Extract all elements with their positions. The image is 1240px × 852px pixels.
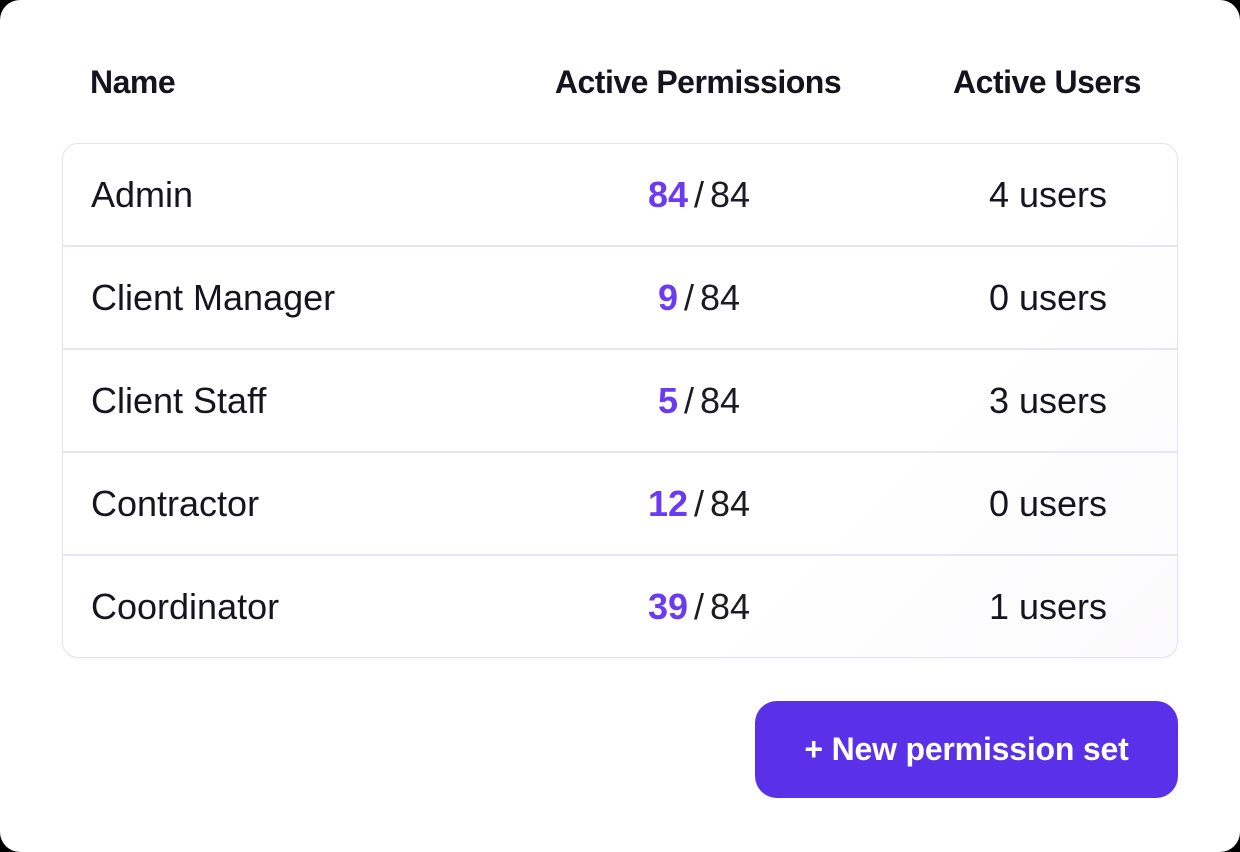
table-row-client-staff[interactable]: Client Staff 5/84 3 users	[63, 348, 1177, 451]
count-separator: /	[683, 379, 694, 421]
table-row-client-manager[interactable]: Client Manager 9/84 0 users	[63, 245, 1177, 348]
total-count: 84	[710, 585, 751, 627]
column-header-name: Name	[90, 63, 176, 100]
total-count: 84	[700, 276, 741, 318]
new-permission-set-button[interactable]: + New permission set	[755, 701, 1178, 798]
count-separator: /	[683, 276, 694, 318]
count-separator: /	[693, 482, 704, 524]
column-header-active-users: Active Users	[953, 63, 1141, 100]
permission-set-name: Admin	[91, 173, 194, 215]
column-header-active-permissions: Active Permissions	[554, 63, 842, 100]
table-row-contractor[interactable]: Contractor 12/84 0 users	[63, 451, 1177, 554]
permission-set-name: Client Manager	[91, 276, 336, 318]
active-users-cell: 4 users	[988, 173, 1108, 215]
active-count: 12	[647, 482, 688, 524]
active-users-cell: 0 users	[988, 482, 1108, 524]
permission-set-name: Coordinator	[91, 585, 280, 627]
active-permissions-cell: 39/84	[481, 586, 917, 628]
permission-set-name: Contractor	[91, 482, 260, 524]
table-row-admin[interactable]: Admin 84/84 4 users	[63, 144, 1177, 245]
active-count: 84	[647, 173, 688, 215]
total-count: 84	[700, 379, 741, 421]
permission-set-name: Client Staff	[91, 379, 267, 421]
total-count: 84	[710, 173, 751, 215]
permissions-page: Name Active Permissions Active Users Adm…	[0, 57, 1240, 798]
table-row-coordinator[interactable]: Coordinator 39/84 1 users	[63, 554, 1177, 657]
active-permissions-cell: 84/84	[481, 174, 917, 216]
active-users-cell: 0 users	[988, 276, 1108, 318]
active-count: 9	[657, 276, 678, 318]
permission-sets-table: Admin 84/84 4 users Client Manager 9/84 …	[62, 143, 1178, 658]
active-count: 39	[647, 585, 688, 627]
active-users-cell: 3 users	[988, 379, 1108, 421]
table-header-row: Name Active Permissions Active Users	[62, 57, 1178, 107]
count-separator: /	[693, 173, 704, 215]
active-users-cell: 1 users	[988, 585, 1108, 627]
count-separator: /	[693, 585, 704, 627]
table-actions: + New permission set	[62, 701, 1178, 798]
active-permissions-cell: 9/84	[481, 277, 917, 319]
total-count: 84	[710, 482, 751, 524]
active-permissions-cell: 12/84	[481, 483, 917, 525]
active-count: 5	[657, 379, 678, 421]
active-permissions-cell: 5/84	[481, 380, 917, 422]
